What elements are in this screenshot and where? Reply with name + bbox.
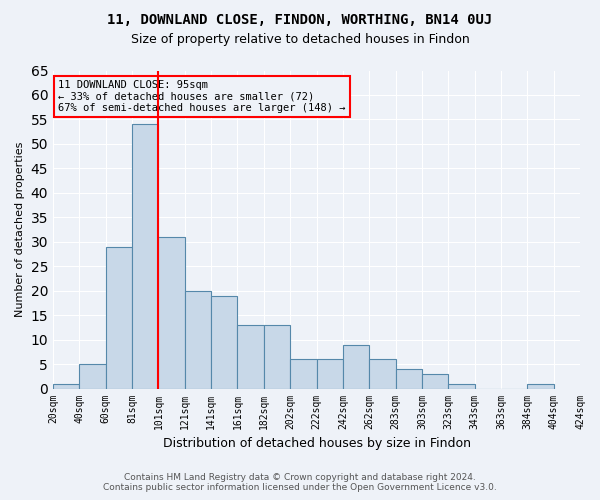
Bar (448, 384, 475, 388)
Bar (527, 384, 554, 388)
Bar (132, 124, 158, 388)
Text: Size of property relative to detached houses in Findon: Size of property relative to detached ho… (131, 32, 469, 46)
Bar (185, 290, 211, 388)
Bar (264, 325, 290, 388)
Bar (422, 374, 448, 388)
Text: 11, DOWNLAND CLOSE, FINDON, WORTHING, BN14 0UJ: 11, DOWNLAND CLOSE, FINDON, WORTHING, BN… (107, 12, 493, 26)
Y-axis label: Number of detached properties: Number of detached properties (15, 142, 25, 317)
Bar (290, 359, 317, 388)
Bar (395, 369, 422, 388)
X-axis label: Distribution of detached houses by size in Findon: Distribution of detached houses by size … (163, 437, 470, 450)
Bar (317, 359, 343, 388)
Bar (343, 344, 369, 389)
Bar (238, 325, 264, 388)
Bar (211, 296, 238, 388)
Bar (106, 246, 132, 388)
Bar (79, 364, 106, 388)
Bar (369, 359, 395, 388)
Bar (53, 384, 79, 388)
Text: 11 DOWNLAND CLOSE: 95sqm
← 33% of detached houses are smaller (72)
67% of semi-d: 11 DOWNLAND CLOSE: 95sqm ← 33% of detach… (58, 80, 346, 113)
Bar (158, 237, 185, 388)
Text: Contains HM Land Registry data © Crown copyright and database right 2024.
Contai: Contains HM Land Registry data © Crown c… (103, 473, 497, 492)
